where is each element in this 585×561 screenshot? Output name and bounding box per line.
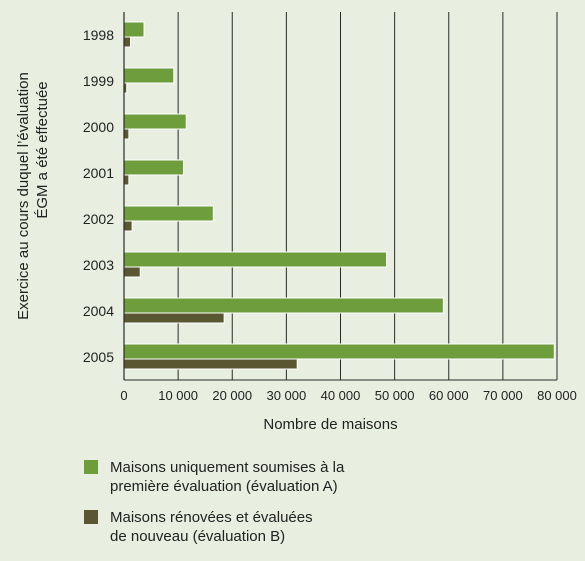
y-tick-label: 1999 (83, 73, 114, 89)
bar-evaluation-b (123, 312, 225, 324)
bar-evaluation-a (123, 297, 444, 314)
legend-swatch-evaluation-b (84, 510, 98, 524)
y-tick-label: 2004 (83, 303, 114, 319)
y-tick-label: 1998 (83, 27, 114, 43)
chart-svg: 1998 1999 2000 2001 2002 2003 2004 2005 0 10 000 2… (15, 12, 577, 433)
x-tick-label: 20 000 (212, 388, 252, 403)
x-tick-label: 40 000 (321, 388, 361, 403)
legend-swatch-evaluation-a (84, 460, 98, 474)
bar-evaluation-a (123, 343, 555, 360)
bar-evaluation-a (123, 67, 175, 84)
y-tick-label: 2005 (83, 349, 114, 365)
x-tick-label: 10 000 (158, 388, 198, 403)
y-tick-label: 2003 (83, 257, 114, 273)
bar-evaluation-b (123, 36, 131, 48)
y-tick-label: 2002 (83, 211, 114, 227)
bar-evaluation-a (123, 205, 214, 222)
x-tick-label: 30 000 (266, 388, 306, 403)
bar-evaluation-b (123, 128, 130, 140)
bar-evaluation-a (123, 21, 145, 38)
y-axis-label-line-1: Exercice au cours duquel l’évaluation (15, 72, 32, 320)
x-tick-label: 0 (120, 388, 127, 403)
bar-evaluation-b (123, 174, 130, 186)
bar-evaluation-a (123, 251, 388, 268)
legend-label-line-2: de nouveau (évaluation B) (110, 528, 286, 545)
bar-evaluation-a (123, 159, 185, 176)
y-tick-label: 2000 (83, 119, 114, 135)
legend-item-evaluation-a: Maisons uniquement soumises à la premièr… (84, 458, 564, 496)
legend-label-line-1: Maisons rénovées et évaluées (110, 509, 313, 526)
x-tick-label: 70 000 (483, 388, 523, 403)
bar-evaluation-b (123, 358, 298, 370)
legend-item-evaluation-b: Maisons rénovées et évaluées de nouveau … (84, 508, 564, 546)
x-tick-label: 60 000 (429, 388, 469, 403)
bar-evaluation-b (123, 220, 133, 232)
legend-label-line-2: première évaluation (évaluation A) (110, 478, 338, 495)
x-tick-label: 50 000 (375, 388, 415, 403)
legend-label-line-1: Maisons uniquement soumises à la (110, 459, 345, 476)
y-axis-label-line-2: ÉGM a été effectuée (34, 81, 51, 218)
y-tick-label: 2001 (83, 165, 114, 181)
legend: Maisons uniquement soumises à la premièr… (84, 458, 564, 558)
bar-evaluation-b (123, 266, 141, 278)
x-axis-label: Nombre de maisons (263, 416, 397, 433)
bar-evaluation-a (123, 113, 187, 130)
x-tick-label: 80 000 (537, 388, 577, 403)
